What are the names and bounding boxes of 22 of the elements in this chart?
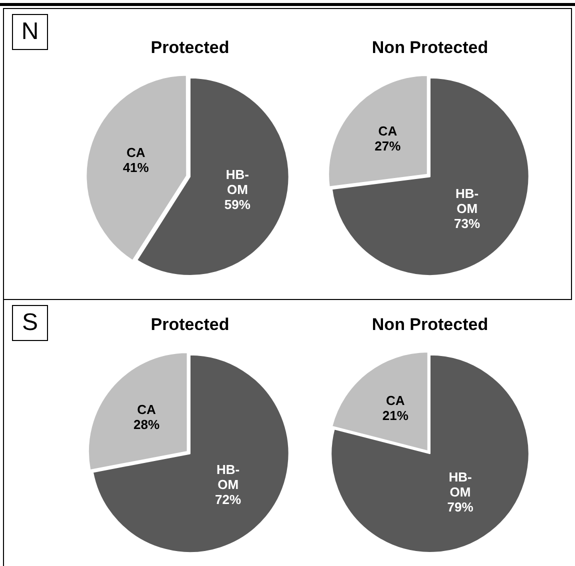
chart-title: Protected xyxy=(150,314,230,334)
text: N xyxy=(12,14,48,50)
slice-label: HB-OM xyxy=(216,462,240,492)
slice-label: HB-OM xyxy=(448,469,472,500)
data-label: 73% xyxy=(454,216,480,231)
data-label: 59% xyxy=(224,197,251,212)
slice-label: HB-OM xyxy=(456,186,479,216)
data-label: 79% xyxy=(447,499,474,514)
data-label: 41% xyxy=(122,160,150,176)
chart-title: Non Protected xyxy=(372,314,488,334)
data-label: 72% xyxy=(215,492,242,507)
slice-label: HB-OM xyxy=(226,167,249,198)
data-label: 27% xyxy=(374,138,402,154)
data-label: 21% xyxy=(382,408,409,424)
slice-label: CA xyxy=(378,123,398,138)
slice-label: CA xyxy=(137,402,157,417)
text: S xyxy=(12,305,48,341)
data-label: 28% xyxy=(134,416,160,432)
chart-title: Protected xyxy=(150,38,230,57)
slice-label: CA xyxy=(386,393,406,408)
chart-title: Non Protected xyxy=(372,38,488,57)
slice-label: CA xyxy=(126,145,146,160)
